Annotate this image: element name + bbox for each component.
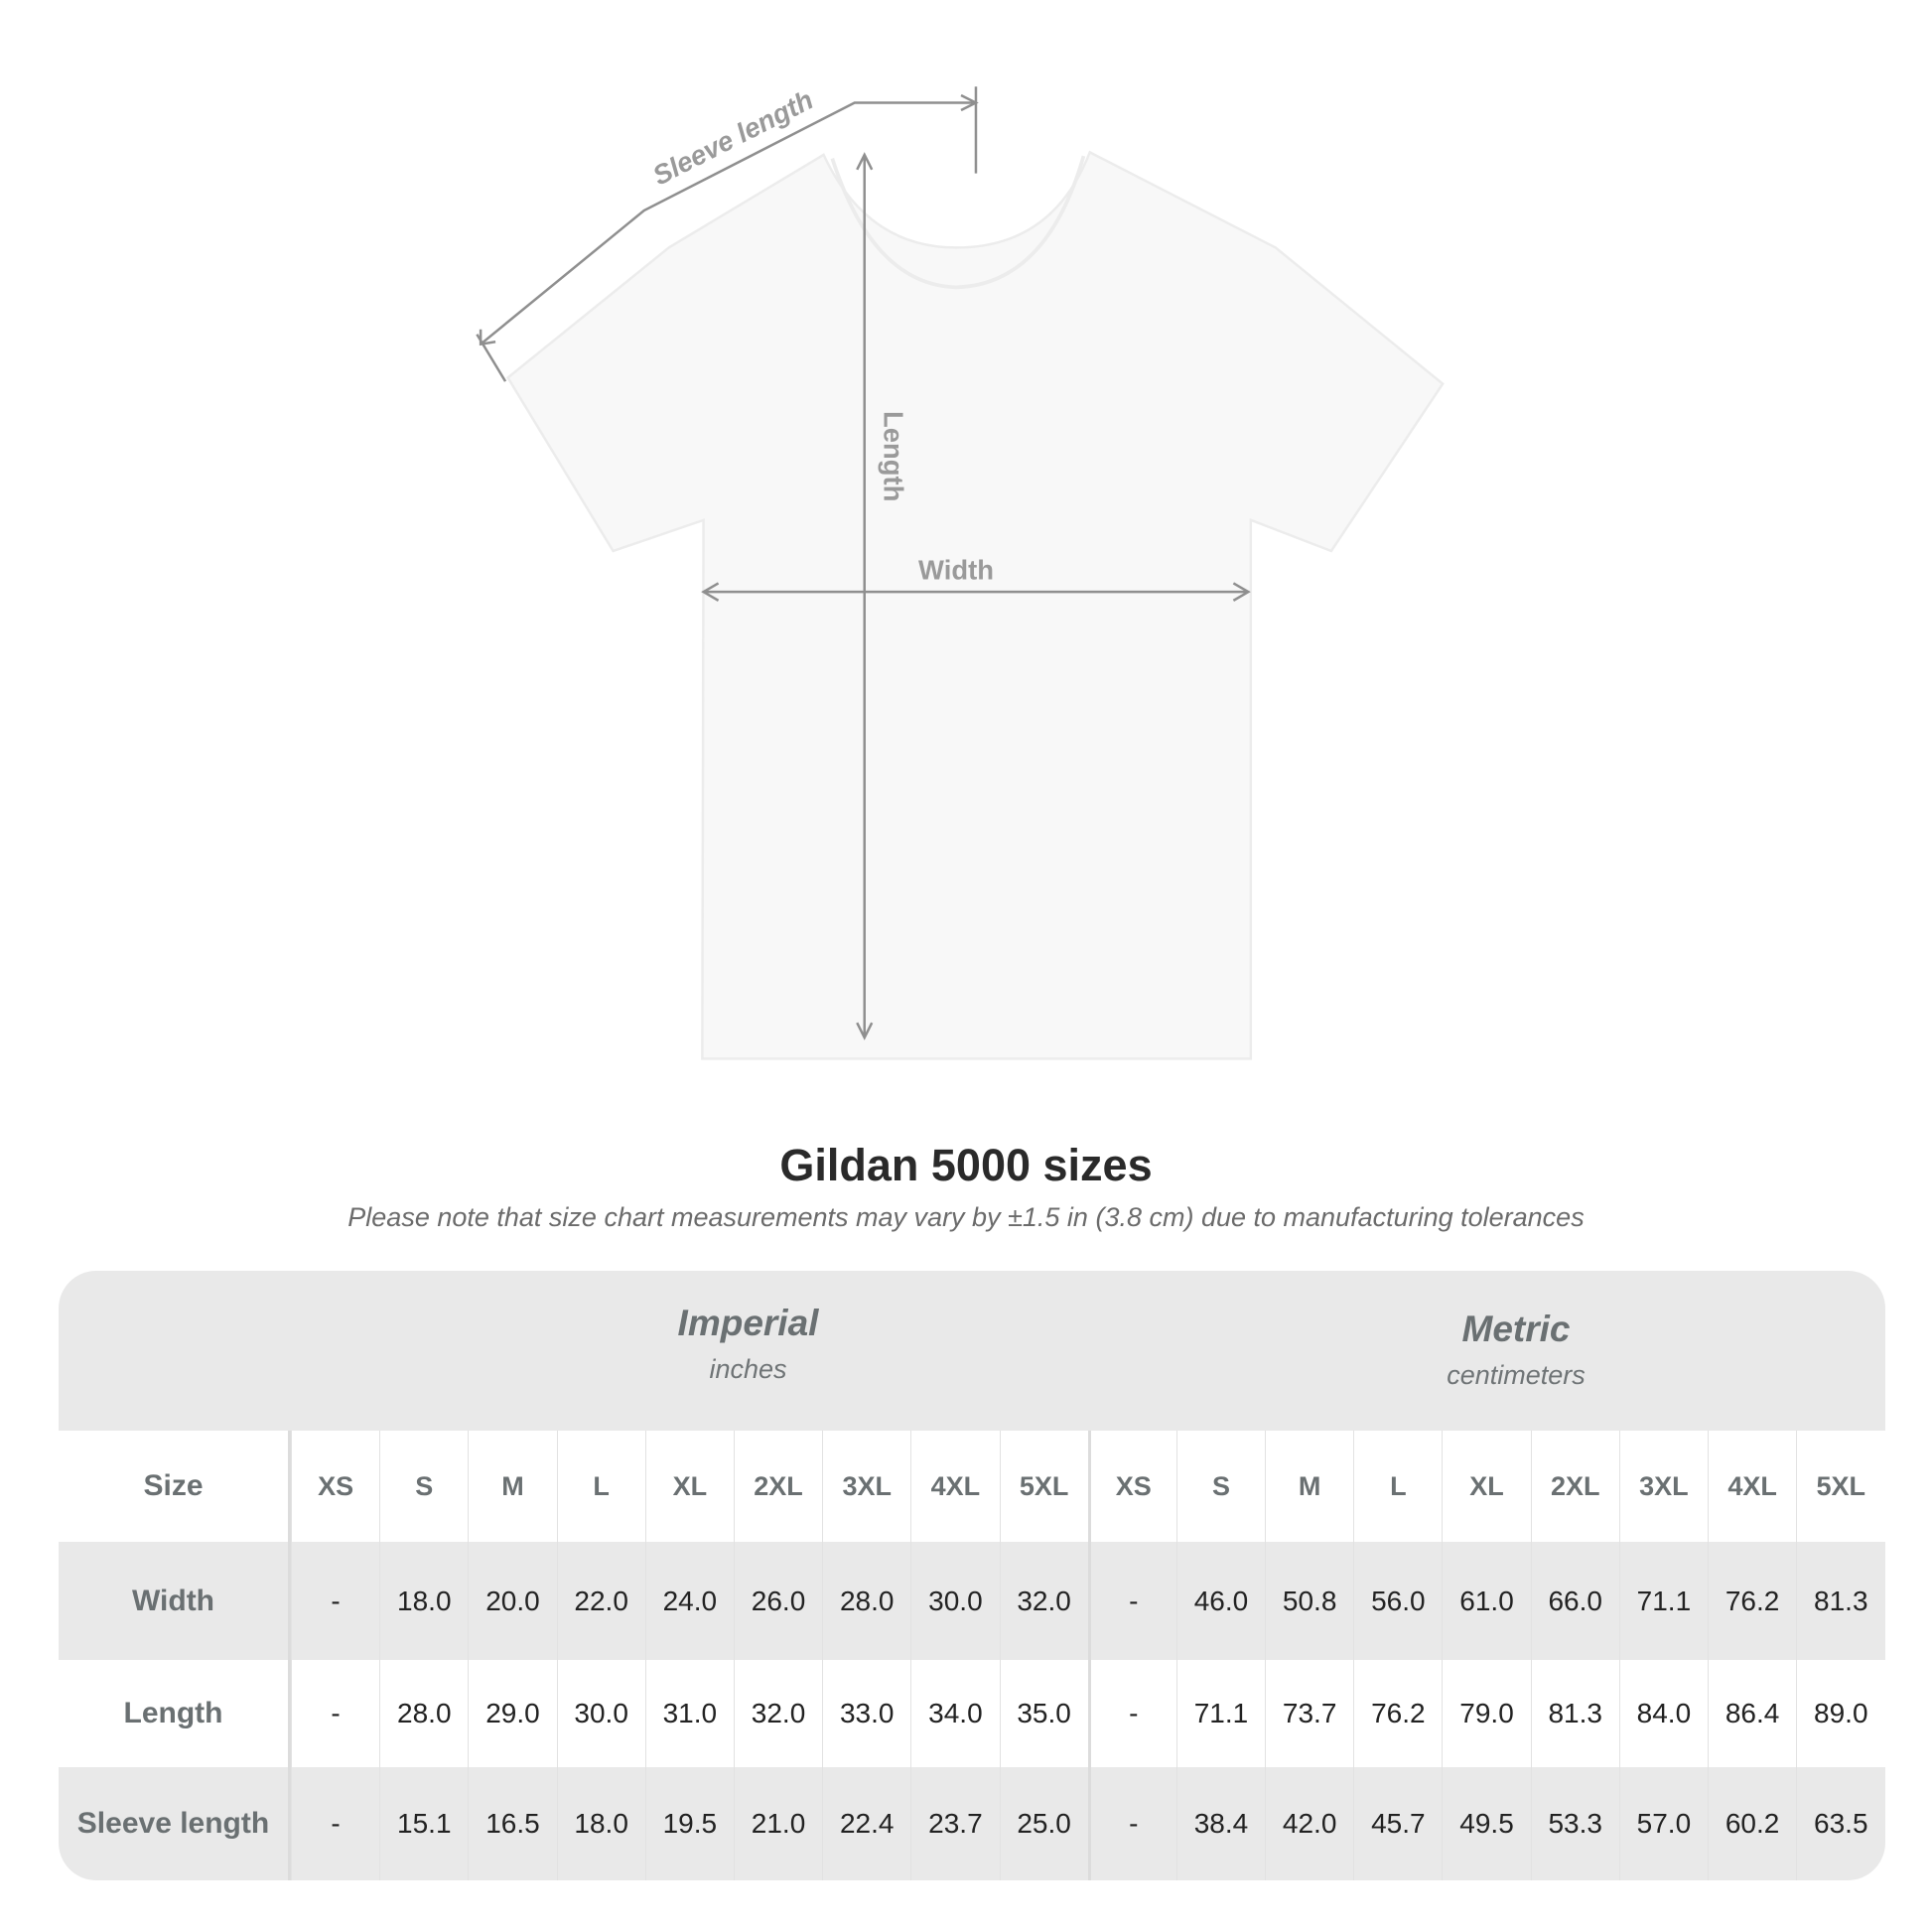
size-header-xl: XL <box>1442 1431 1530 1542</box>
metric-value: 86.4 <box>1708 1660 1796 1767</box>
metric-value: - <box>1087 1660 1176 1767</box>
size-header-2xl: 2XL <box>733 1431 822 1542</box>
metric-value: 61.0 <box>1442 1542 1530 1660</box>
imperial-value: - <box>291 1767 379 1880</box>
metric-value: 79.0 <box>1442 1660 1530 1767</box>
size-label: Size <box>59 1431 291 1542</box>
size-header-xl: XL <box>644 1431 734 1542</box>
table-row: Width -18.0 20.0 22.0 24.0 26.0 28.0 30.0 32.0-4… <box>59 1542 1885 1660</box>
size-header-l: L <box>1353 1431 1442 1542</box>
imperial-value: 32.0 <box>999 1542 1088 1660</box>
imperial-value: 20.0 <box>468 1542 556 1660</box>
metric-value: 84.0 <box>1618 1660 1708 1767</box>
imperial-value: 33.0 <box>822 1660 910 1767</box>
imperial-value: 16.5 <box>468 1767 556 1880</box>
metric-value: 89.0 <box>1796 1660 1884 1767</box>
metric-value: 46.0 <box>1175 1542 1265 1660</box>
imperial-value: 31.0 <box>644 1660 734 1767</box>
metric-value: 63.5 <box>1796 1767 1884 1880</box>
imperial-value: 32.0 <box>733 1660 822 1767</box>
table-row: Length -28.0 29.0 30.0 31.0 32.0 33.0 34.0 35.0-… <box>59 1660 1885 1767</box>
size-header-l: L <box>556 1431 645 1542</box>
imperial-value: 22.4 <box>822 1767 910 1880</box>
metric-value: 38.4 <box>1175 1767 1265 1880</box>
collar <box>830 155 1086 290</box>
size-header-s: S <box>379 1431 468 1542</box>
metric-value: - <box>1087 1767 1176 1880</box>
imperial-value: 18.0 <box>379 1542 468 1660</box>
imperial-value: 19.5 <box>644 1767 734 1880</box>
row-label: Sleeve length <box>59 1767 291 1880</box>
imperial-value: - <box>291 1660 379 1767</box>
length-label: Length <box>879 411 909 501</box>
row-label: Width <box>59 1542 291 1660</box>
metric-value: 45.7 <box>1353 1767 1442 1880</box>
size-header-xs: XS <box>291 1431 379 1542</box>
metric-value: 42.0 <box>1265 1767 1353 1880</box>
imperial-value: 29.0 <box>468 1660 556 1767</box>
metric-value: 71.1 <box>1618 1542 1708 1660</box>
imperial-value: 28.0 <box>379 1660 468 1767</box>
size-header-xs: XS <box>1087 1431 1176 1542</box>
metric-value: 76.2 <box>1353 1660 1442 1767</box>
table-row: Sleeve length -15.1 16.5 18.0 19.5 21.0 22.4 23… <box>59 1767 1885 1880</box>
metric-value: 57.0 <box>1618 1767 1708 1880</box>
size-header-m: M <box>468 1431 556 1542</box>
imperial-unit: inches <box>709 1354 787 1384</box>
metric-value: 71.1 <box>1175 1660 1265 1767</box>
sleeve-length-arrow <box>480 101 976 345</box>
metric-value: 53.3 <box>1530 1767 1619 1880</box>
imperial-value: 18.0 <box>556 1767 645 1880</box>
metric-value: 56.0 <box>1353 1542 1442 1660</box>
imperial-value: 15.1 <box>379 1767 468 1880</box>
header-band <box>59 1271 1885 1431</box>
metric-header: Metric centimeters <box>1147 1309 1885 1468</box>
size-header-s: S <box>1175 1431 1265 1542</box>
size-header-5xl: 5XL <box>1796 1431 1884 1542</box>
size-header-row: Size XS S M L XL 2XL 3XL 4XL 5XL XS S M L XL 2XL 3XL 4XL 5… <box>59 1431 1885 1542</box>
width-label: Width <box>918 555 994 586</box>
size-header-2xl: 2XL <box>1530 1431 1619 1542</box>
imperial-value: 30.0 <box>910 1542 999 1660</box>
imperial-title: Imperial <box>677 1303 819 1343</box>
size-header-m: M <box>1265 1431 1353 1542</box>
imperial-value: 24.0 <box>644 1542 734 1660</box>
metric-value: 50.8 <box>1265 1542 1353 1660</box>
imperial-value: 22.0 <box>556 1542 645 1660</box>
imperial-value: 23.7 <box>910 1767 999 1880</box>
metric-value: 66.0 <box>1530 1542 1619 1660</box>
metric-value: 73.7 <box>1265 1660 1353 1767</box>
page-title: Gildan 5000 sizes <box>779 1140 1153 1190</box>
imperial-value: 28.0 <box>822 1542 910 1660</box>
metric-value: 81.3 <box>1796 1542 1884 1660</box>
imperial-value: 25.0 <box>999 1767 1088 1880</box>
size-header-5xl: 5XL <box>999 1431 1088 1542</box>
row-label: Length <box>59 1660 291 1767</box>
imperial-value: 26.0 <box>733 1542 822 1660</box>
imperial-value: 35.0 <box>999 1660 1088 1767</box>
tolerance-note: Please note that size chart measurements… <box>347 1202 1585 1232</box>
imperial-value: 30.0 <box>556 1660 645 1767</box>
metric-value: 81.3 <box>1530 1660 1619 1767</box>
imperial-header: Imperial inches <box>349 1303 1147 1462</box>
metric-value: 49.5 <box>1442 1767 1530 1880</box>
size-header-3xl: 3XL <box>822 1431 910 1542</box>
tshirt-diagram: Sleeve length Length Width <box>476 84 1445 1060</box>
size-header-3xl: 3XL <box>1618 1431 1708 1542</box>
size-header-4xl: 4XL <box>1708 1431 1796 1542</box>
size-table: Imperial inches Metric centimeters Size X… <box>59 1271 1885 1880</box>
metric-value: 76.2 <box>1708 1542 1796 1660</box>
imperial-value: 34.0 <box>910 1660 999 1767</box>
metric-unit: centimeters <box>1447 1360 1586 1390</box>
tshirt-shape <box>505 150 1445 1060</box>
imperial-value: - <box>291 1542 379 1660</box>
imperial-value: 21.0 <box>733 1767 822 1880</box>
metric-value: 60.2 <box>1708 1767 1796 1880</box>
metric-value: - <box>1087 1542 1176 1660</box>
size-header-4xl: 4XL <box>910 1431 999 1542</box>
metric-title: Metric <box>1461 1309 1571 1349</box>
